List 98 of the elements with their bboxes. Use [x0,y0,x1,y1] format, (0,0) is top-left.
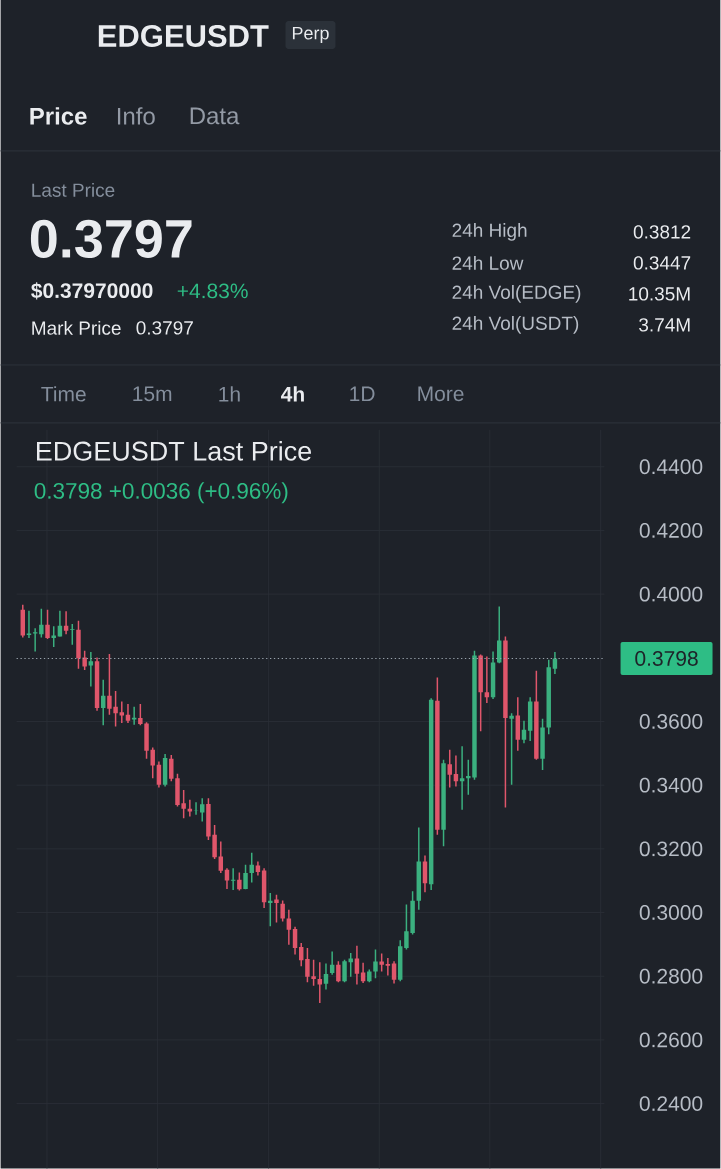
text: 24h Low [452,255,524,270]
candlestick [187,799,193,817]
candlestick [484,656,490,704]
candlestick [398,940,403,982]
text: 0.3797 [136,321,193,335]
candlestick [323,963,329,990]
candlestick [286,909,292,945]
candlestick [255,861,261,876]
text: More [418,386,464,402]
text: Mark Price [32,320,121,335]
chart-title: EDGEUSDT Last Price [37,440,312,461]
candlestick [360,962,366,983]
text: 1h [219,386,240,402]
candlestick [336,961,341,983]
candlestick [373,949,378,979]
candlestick [45,609,50,640]
candlestick [200,798,205,822]
candlestick [478,654,483,732]
y-tick-label: 0.3000 [639,905,703,920]
candlestick [503,636,508,808]
candlestick [218,841,224,874]
text: 0.3812 [633,225,691,239]
candlestick [280,900,285,922]
text: Time [41,386,86,402]
y-tick-label: 0.3600 [639,714,703,729]
y-tick-label: 0.3200 [639,841,703,857]
candlestick [416,827,422,910]
y-tick-label: 0.4400 [639,459,703,475]
candlestick [26,610,32,639]
ref-line-label: 0.3798 [635,651,698,666]
text: 3.74M [639,318,690,332]
text: 24h Vol(USDT) [452,316,579,334]
candlestick [453,755,459,787]
text: EDGEUSDT [98,25,269,47]
text: 0.3798 +0.0036 (+0.96%) [34,482,288,504]
candlestick [497,606,502,664]
y-tick-label: 0.2600 [639,1032,703,1048]
text: 24h Vol(EDGE) [452,285,581,303]
candlestick [441,759,446,847]
candlestick [237,872,242,891]
candlestick [435,677,440,835]
candlestick [385,958,391,976]
y-tick-label: 0.2400 [639,1096,703,1112]
candlestick [125,703,131,724]
text: 24h High [452,223,527,241]
candlestick [94,657,100,711]
text: 0.3447 [633,256,691,270]
y-tick-label: 0.3400 [639,777,703,793]
text: Perp [292,26,329,44]
candlestick [534,670,539,760]
candlestick [552,652,558,675]
candlestick [299,943,304,967]
text: Data [190,107,240,125]
candlestick [292,926,298,955]
candlestick [193,802,199,815]
y-tick-label: 0.4200 [639,523,703,538]
y-tick-label: 0.4000 [639,586,703,602]
candlestick [119,701,125,724]
candlestick [490,651,496,699]
candlestick [57,610,63,637]
candlestick [428,698,434,890]
candlestick [367,969,372,983]
candlestick [354,945,360,985]
text: 10.35M [629,287,690,301]
candlestick [515,697,521,751]
candlestick [459,746,465,810]
y-tick-label: 0.2800 [639,968,703,984]
candlestick [261,868,267,909]
candlestick [39,608,44,638]
candlestick [540,718,545,770]
text: Info [118,107,155,125]
candlestick [88,652,94,687]
candlestick [521,720,527,744]
text: 15m [133,386,172,402]
text: Price [30,107,87,125]
candlestick [230,868,236,890]
candlestick [162,753,168,787]
candlestick [243,864,248,890]
candlestick [20,604,26,638]
candlestick [32,628,38,652]
candlestick [391,961,397,984]
candlestick [422,855,428,893]
candlestick [131,706,137,725]
candlestick [317,962,323,1003]
candlestick [156,761,162,788]
candlestick [342,959,347,983]
text: +4.83% [177,283,248,299]
candlestick [101,679,106,726]
text: Last Price [32,182,115,197]
candlestick [224,868,230,889]
text: 1D [350,386,375,402]
candlestick [527,697,533,741]
candlestick [249,852,254,883]
text: 4h [281,386,304,402]
text: 0.3797 [30,219,192,259]
candlestick [329,951,335,975]
text: $0.37970000 [31,282,153,300]
candlestick [63,611,69,635]
